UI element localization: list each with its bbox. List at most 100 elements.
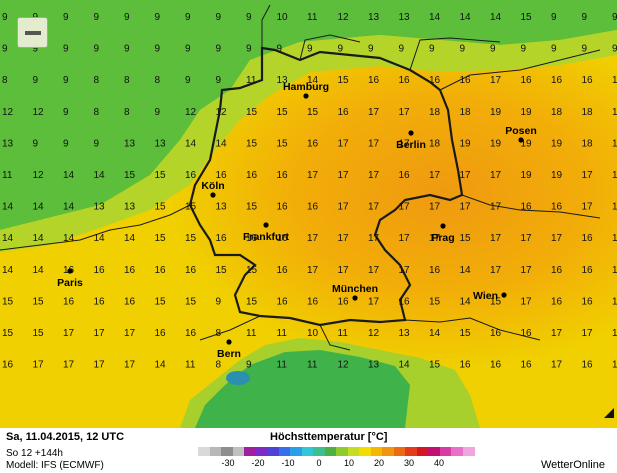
temperature-value: 17 [490,75,502,86]
city-label: Paris [57,277,83,289]
scale-segment [416,447,429,456]
alpine-core [195,350,410,428]
city-marker[interactable]: Prag [431,223,455,244]
scale-segment [278,447,291,456]
temperature-value: 16 [521,328,533,339]
temperature-value: 15 [338,75,350,86]
temperature-value: 9 [582,12,588,23]
temperature-value: 9 [216,75,222,86]
city-marker[interactable]: Köln [201,180,225,198]
temperature-value: 17 [582,202,594,213]
temperature-value: 16 [185,328,197,339]
temperature-value: 15 [185,202,197,213]
temperature-value: 17 [399,107,411,118]
temperature-map[interactable]: 9 9 9 9 9 9 9 9 9 10 11 12 13 13 14 14 14 15 9 9 9 9 9 9 9 9 9 9 9 9 9… [0,0,617,428]
temperature-value: 19 [521,170,533,181]
temperature-value: 16 [521,360,533,371]
temperature-value: 14 [124,233,136,244]
city-marker[interactable]: Hamburg [283,81,329,99]
temperature-value: 16 [429,265,441,276]
temperature-value: 14 [33,202,45,213]
temperature-value: 17 [338,170,350,181]
temperature-value: 9 [216,12,222,23]
temperature-value: 16 [216,233,228,244]
city-layer: Hamburg Berlin Posen Köln Frankfurt Prag Paris… [57,81,537,360]
temperature-value: 17 [429,202,441,213]
temperature-value: 17 [521,265,533,276]
temperature-value: 16 [399,170,411,181]
scale-segment [405,447,417,456]
temperature-value: 9 [33,75,39,86]
temperature-value: 17 [338,202,350,213]
temperature-value: 17 [521,296,533,307]
temperature-value: 18 [612,328,617,339]
temperature-value: 13 [124,138,136,149]
temperature-value: 9 [216,296,222,307]
city-dot [352,295,358,301]
temperature-value: 17 [429,233,441,244]
city-marker[interactable]: München [332,283,378,301]
temperature-value: 15 [155,296,167,307]
scale-segment [209,447,222,456]
temperature-value: 19 [521,138,533,149]
zoom-out-button[interactable] [17,17,48,48]
temperature-value: 15 [429,296,441,307]
temperature-value: 17 [490,233,502,244]
temperature-value: 14 [307,75,319,86]
temperature-value: 12 [338,12,350,23]
temperature-value: 9 [612,44,617,55]
temperature-value: 9 [155,107,161,118]
temperature-value: 9 [63,12,69,23]
temperature-value: 12 [33,107,45,118]
temperature-value: 11 [277,360,288,371]
temperature-value: 9 [94,44,100,55]
temperature-value: 15 [185,233,197,244]
temperature-value: 15 [490,296,502,307]
city-marker[interactable]: Bern [217,339,241,360]
temperature-value: 16 [582,296,594,307]
city-marker[interactable]: Posen [505,125,537,143]
temperature-value: 19 [460,138,472,149]
temperature-value: 15 [33,328,45,339]
temperature-value: 17 [460,202,472,213]
temperature-value: 11 [307,12,318,23]
temperature-value: 18 [429,107,441,118]
temperature-value: 16 [490,328,502,339]
resize-corner-icon[interactable] [604,408,614,418]
temperature-value: 9 [33,138,39,149]
brand-label[interactable]: WetterOnline [541,459,605,471]
scale-segment [221,447,233,456]
temperature-value: 16 [551,75,563,86]
temperature-value: 15 [2,328,14,339]
temperature-value: 9 [521,44,527,55]
temperature-value: 15 [2,296,14,307]
city-marker[interactable]: Frankfurt [243,222,290,243]
temperature-value: 16 [582,75,594,86]
temperature-value: 17 [368,138,380,149]
temperature-value: 17 [368,265,380,276]
temperature-value: 15 [460,328,472,339]
temperature-value: 11 [246,75,257,86]
city-marker[interactable]: Paris [57,268,83,289]
city-label: Bern [217,348,241,360]
temperature-value: 17 [63,360,75,371]
temperature-value: 9 [368,44,374,55]
temperature-value: 17 [33,360,45,371]
temperature-value: 14 [63,170,75,181]
temperature-value: 9 [277,44,283,55]
temperature-value: 19 [551,138,563,149]
city-marker[interactable]: Wien [473,290,507,302]
scale-segment [370,447,383,456]
temperature-value: 9 [185,75,191,86]
temperature-value: 14 [2,265,14,276]
temperature-value: 16 [460,75,472,86]
temperature-value: 12 [368,328,380,339]
temperature-value: 14 [2,202,14,213]
city-marker[interactable]: Berlin [396,130,426,151]
temperature-value: 16 [94,296,106,307]
temperature-value: 14 [2,233,14,244]
temperature-value: 14 [216,138,228,149]
temperature-value: 18 [429,138,441,149]
temperature-value: 16 [582,265,594,276]
temperature-value: 17 [460,170,472,181]
